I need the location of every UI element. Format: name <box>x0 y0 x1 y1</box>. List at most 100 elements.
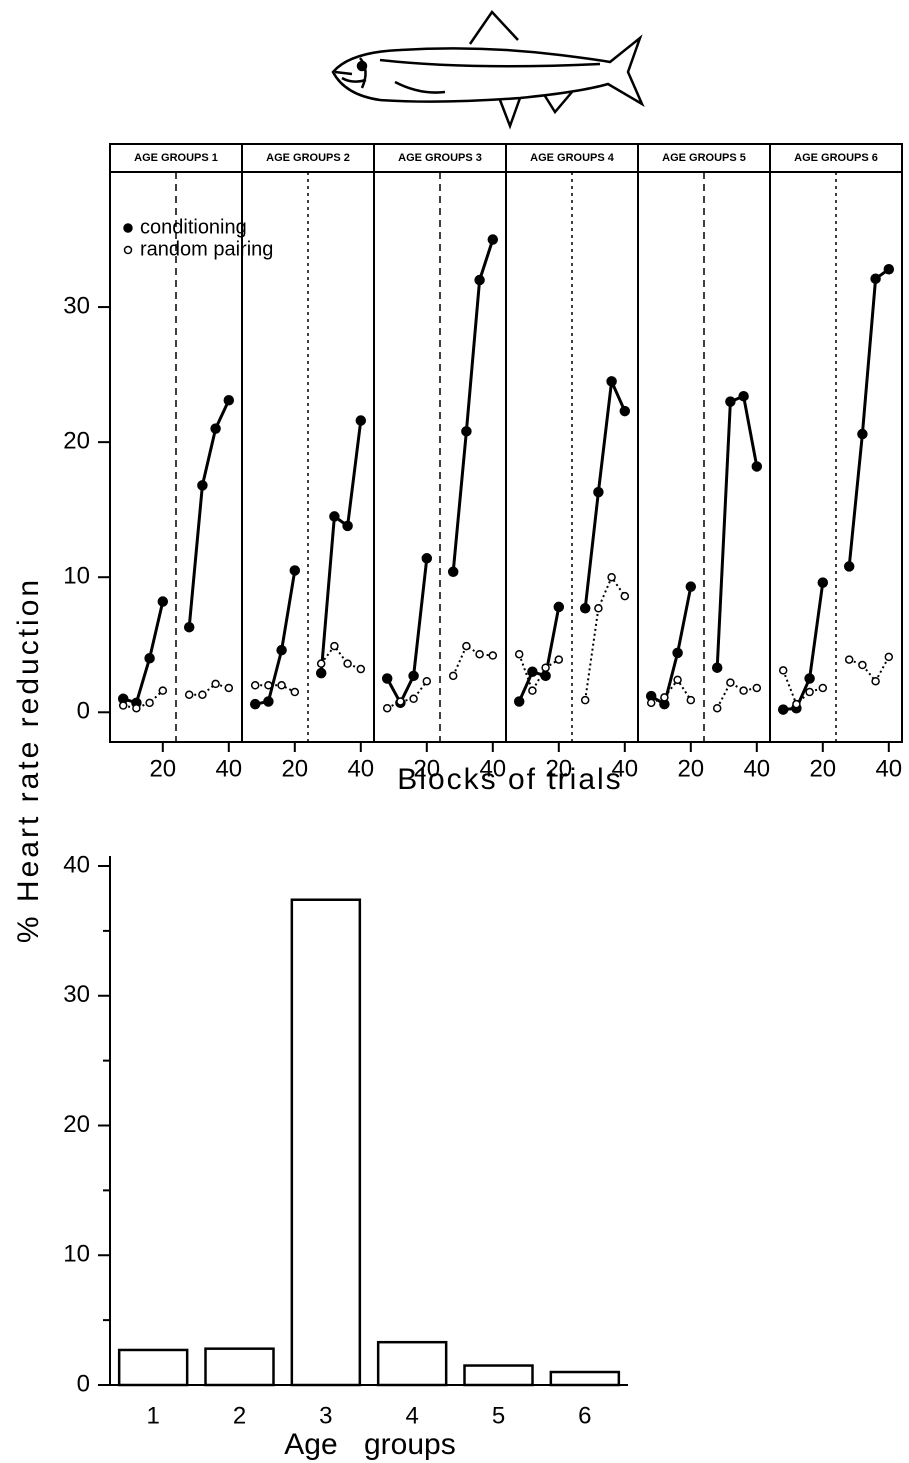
y-tick-label: 0 <box>77 698 90 725</box>
bar <box>204 1347 275 1387</box>
data-point <box>541 663 550 672</box>
data-point <box>673 675 682 685</box>
conditioning-line <box>122 399 231 705</box>
conditioning-line <box>650 394 759 707</box>
data-point <box>844 655 854 664</box>
y-tick-label: 30 <box>63 292 90 319</box>
panel-title: AGE GROUPS 4 <box>530 152 615 164</box>
data-point <box>857 428 868 440</box>
data-point <box>224 683 234 693</box>
data-point <box>514 649 524 659</box>
data-point <box>342 520 353 532</box>
data-point <box>211 679 220 689</box>
data-point <box>461 426 472 437</box>
data-point <box>276 644 287 656</box>
data-point <box>315 667 327 679</box>
data-point <box>818 683 828 693</box>
x-tick-label: 20 <box>149 755 176 782</box>
legend-label: conditioning <box>140 216 247 238</box>
data-point <box>249 698 261 710</box>
y-tick-label: 20 <box>63 427 90 454</box>
legend-marker <box>123 223 133 233</box>
data-point <box>607 572 616 582</box>
data-point <box>198 690 207 699</box>
bar <box>117 1348 189 1387</box>
data-point <box>184 690 194 699</box>
data-point <box>777 704 789 715</box>
data-point <box>711 662 723 673</box>
data-point <box>447 566 459 578</box>
y-tick-label: 10 <box>63 563 90 590</box>
data-point <box>792 699 801 709</box>
data-point <box>422 676 432 686</box>
data-point <box>330 641 339 651</box>
conditioning-line <box>517 375 627 703</box>
data-point <box>448 671 458 681</box>
data-point <box>409 694 418 704</box>
data-point <box>158 686 168 695</box>
panel-frame <box>769 143 903 743</box>
random-line <box>255 644 362 693</box>
data-point <box>606 376 617 387</box>
data-point <box>579 603 591 614</box>
x-tick-label: 20 <box>677 755 704 782</box>
bar <box>549 1370 621 1387</box>
x-tick-label: 20 <box>281 755 308 782</box>
legend-marker <box>123 245 133 255</box>
random-line <box>782 656 890 706</box>
data-point <box>672 647 683 659</box>
data-point <box>619 405 631 417</box>
data-point <box>488 651 498 660</box>
x-tick-label: 20 <box>545 755 572 782</box>
data-point <box>725 396 736 407</box>
data-point <box>739 686 748 695</box>
data-point <box>804 673 815 684</box>
data-point <box>884 652 894 662</box>
data-point <box>382 703 392 713</box>
data-point <box>528 686 537 695</box>
data-point <box>871 676 880 686</box>
data-point <box>752 683 762 693</box>
y-tick-label: 20 <box>63 1111 90 1138</box>
random-line <box>122 682 230 710</box>
data-point <box>594 604 603 613</box>
data-point <box>343 659 352 668</box>
x-tick-label: 3 <box>319 1402 332 1429</box>
data-point <box>580 695 590 705</box>
panel-title: AGE GROUPS 6 <box>794 152 878 164</box>
data-point <box>462 641 471 651</box>
data-point <box>487 234 499 245</box>
data-point <box>210 423 221 434</box>
x-tick-label: 40 <box>215 755 242 782</box>
data-point <box>513 696 525 707</box>
random-line <box>518 575 626 701</box>
x-tick-label: 40 <box>479 755 506 782</box>
data-point <box>686 695 696 705</box>
data-point <box>144 653 155 664</box>
data-point <box>527 666 538 678</box>
panel-title: AGE GROUPS 5 <box>662 152 746 164</box>
x-tick-label: 40 <box>611 755 638 782</box>
fish-drawing <box>331 10 645 130</box>
random-line <box>386 644 493 710</box>
data-point <box>329 511 340 522</box>
data-point <box>316 659 326 668</box>
conditioning-line <box>385 239 495 707</box>
x-axis-label: Blocks of trials <box>397 763 622 796</box>
data-point <box>858 660 867 670</box>
data-point <box>870 273 881 284</box>
data-point <box>685 581 697 592</box>
data-point <box>145 698 154 708</box>
data-point <box>726 678 735 687</box>
data-point <box>738 390 749 402</box>
panel-frame <box>241 143 375 743</box>
data-point <box>197 480 208 491</box>
random-line <box>650 678 758 709</box>
x-tick-label: 40 <box>875 755 902 782</box>
data-point <box>263 696 274 707</box>
panel-frame <box>505 143 639 743</box>
data-point <box>843 561 855 572</box>
data-point <box>805 687 814 697</box>
data-point <box>751 461 763 472</box>
